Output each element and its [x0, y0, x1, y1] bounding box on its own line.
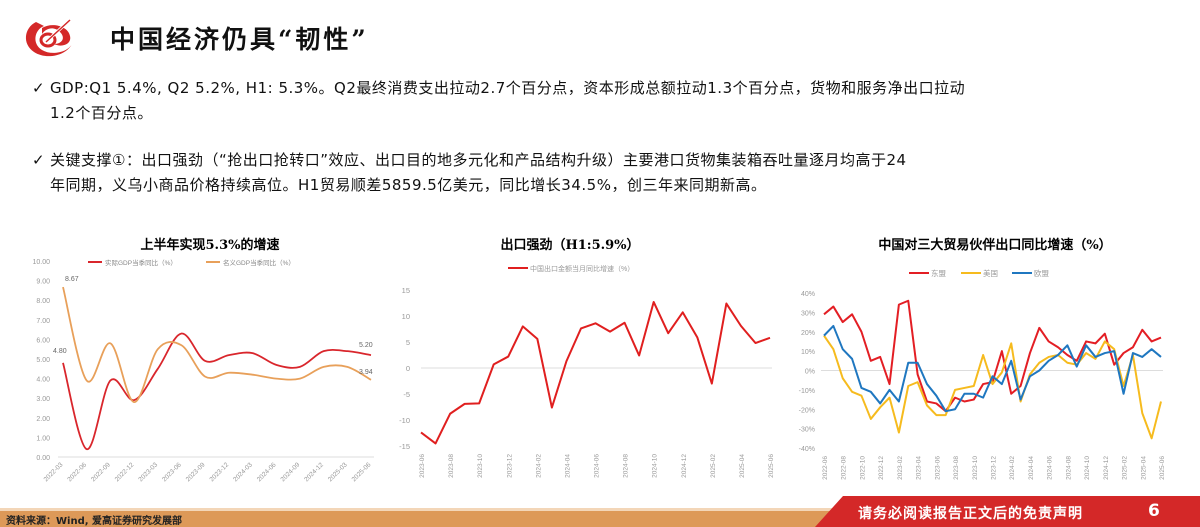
bullet-text: 1.2个百分点。: [50, 104, 153, 122]
y-tick-label: 3.00: [36, 396, 50, 403]
x-tick-label: 2024-08: [1065, 456, 1072, 480]
data-label: 8.67: [65, 276, 79, 283]
y-tick-label: 40%: [801, 291, 815, 298]
y-tick-label: 9.00: [36, 279, 50, 286]
footer-source: 资料来源：Wind, 爱高证券研究发展部: [6, 516, 183, 527]
legend-label: 东盟: [931, 268, 946, 278]
page-title: 中国经济仍具“韧性”: [110, 25, 369, 54]
brand-logo-icon: [25, 16, 74, 57]
x-tick-label: 2024-02: [535, 454, 542, 478]
legend-label: 欧盟: [1034, 268, 1050, 278]
x-tick-label: 2024-04: [1028, 456, 1035, 480]
x-tick-label: 2025-02: [710, 454, 717, 478]
data-label: 5.20: [359, 342, 373, 349]
x-tick-label: 2023-12: [991, 456, 998, 480]
x-tick-label: 2023-08: [448, 454, 455, 478]
y-tick-label: -15: [399, 442, 410, 451]
y-tick-label: 8.00: [36, 298, 50, 305]
y-tick-label: -30%: [799, 427, 815, 434]
series-line: [823, 324, 1162, 413]
y-tick-label: 5: [406, 338, 410, 347]
bullet-text: 年同期，义乌小商品价格持续高位。H1贸易顺差5859.5亿美元，同比增长34.5…: [50, 176, 767, 194]
bullet-text: 关键支撑①：出口强劲（“抢出口抢转口”效应、出口目的地多元化和产品结构升级）主要…: [50, 151, 907, 169]
x-tick-label: 2024-10: [652, 454, 659, 478]
y-tick-label: 2.00: [36, 416, 50, 423]
footer-red-tab: [815, 496, 1200, 527]
x-tick-label: 2023-06: [419, 454, 426, 478]
check-icon: ✓: [32, 151, 46, 169]
y-tick-label: 1.00: [36, 435, 50, 442]
y-tick-label: 6.00: [36, 337, 50, 344]
x-tick-label: 2025-06: [768, 454, 775, 478]
y-tick-label: -10%: [799, 388, 815, 395]
chart-title-partners: 中国对三大贸易伙伴出口同比增速（%）: [878, 238, 1112, 253]
x-tick-label: 2023-02: [897, 456, 904, 480]
x-tick-label: 2025-04: [739, 454, 746, 478]
partner-export-chart: -40% -30% -20% -10% 0% 10% 20% 30% 40% 2022-06 202…: [799, 268, 1166, 480]
y-tick-label: 5.00: [36, 357, 50, 364]
x-tick-label: 2025-06: [1159, 456, 1166, 480]
x-tick-label: 2024-12: [1103, 456, 1110, 480]
chart-title-gdp: 上半年实现5.3%的增速: [140, 238, 280, 253]
y-tick-label: 0: [406, 364, 410, 373]
footer-divider: [0, 508, 1200, 511]
x-tick-label: 2023-06: [934, 456, 941, 480]
y-tick-label: 10.00: [32, 259, 50, 266]
x-tick-label: 2024-06: [1047, 456, 1054, 480]
x-tick-label: 2024-02: [1009, 456, 1016, 480]
page-number: 6: [1148, 501, 1160, 521]
y-tick-label: 30%: [801, 310, 815, 317]
y-tick-label: 10: [402, 312, 410, 321]
disclaimer-link[interactable]: 请务必阅读报告正文后的免责声明: [858, 506, 1083, 522]
x-tick-label: 2023-10: [477, 454, 484, 478]
series-line: [823, 335, 1162, 440]
legend-label: 实际GDP当季同比（%）: [105, 258, 177, 267]
x-tick-label: 2022-06: [822, 456, 829, 480]
y-tick-label: -20%: [799, 407, 815, 414]
x-tick-label: 2024-04: [564, 454, 571, 478]
legend-label: 中国出口金额当月同比增速（%）: [530, 264, 634, 273]
y-tick-label: 20%: [801, 330, 815, 337]
bullet-gdp: ✓ GDP:Q1 5.4%, Q2 5.2%, H1: 5.3%。Q2最终消费支出…: [32, 76, 1172, 126]
y-tick-label: -5: [403, 390, 410, 399]
y-tick-label: 4.00: [36, 377, 50, 384]
chart-title-exports: 出口强劲（H1:5.9%）: [500, 238, 640, 253]
x-tick-label: 2024-10: [1084, 456, 1091, 480]
series-line: [823, 299, 1162, 413]
x-tick-label: 2022-12: [878, 456, 885, 480]
series-line: [62, 332, 372, 451]
y-tick-label: -10: [399, 416, 410, 425]
data-label: 4.80: [53, 348, 67, 355]
x-tick-label: 2023-08: [953, 456, 960, 480]
y-tick-label: 7.00: [36, 318, 50, 325]
x-tick-label: 2022-08: [841, 456, 848, 480]
y-tick-label: 10%: [801, 349, 815, 356]
data-label: 3.94: [359, 369, 373, 376]
bullet-exports: ✓ 关键支撑①：出口强劲（“抢出口抢转口”效应、出口目的地多元化和产品结构升级）主…: [32, 148, 1172, 198]
x-tick-label: 2023-04: [916, 456, 923, 480]
series-line: [420, 300, 771, 445]
bullet-text: GDP:Q1 5.4%, Q2 5.2%, H1: 5.3%。Q2最终消费支出拉…: [50, 79, 966, 97]
export-growth-chart: -15 -10 -5 0 5 10 15 2023-06 2023-08 2023-10 2023-…: [399, 264, 775, 478]
x-tick-label: 2023-12: [506, 454, 513, 478]
x-tick-label: 2022-10: [859, 456, 866, 480]
y-tick-label: 15: [402, 286, 410, 295]
x-tick-label: 2025-04: [1140, 456, 1147, 480]
check-icon: ✓: [32, 79, 46, 97]
y-tick-label: 0%: [805, 369, 815, 376]
legend-label: 名义GDP当季同比（%）: [223, 258, 295, 267]
x-tick-label: 2023-10: [972, 456, 979, 480]
y-tick-label: 0.00: [36, 455, 50, 462]
series-line: [62, 286, 372, 404]
x-tick-label: 2024-08: [623, 454, 630, 478]
x-tick-label: 2024-12: [681, 454, 688, 478]
x-tick-label: 2024-06: [594, 454, 601, 478]
x-tick-label: 2025-02: [1122, 456, 1129, 480]
y-tick-label: -40%: [799, 446, 815, 453]
legend-label: 美国: [983, 268, 998, 278]
gdp-growth-chart: 0.00 1.00 2.00 3.00 4.00 5.00 6.00 7.00 8.00 9.00…: [32, 258, 374, 483]
